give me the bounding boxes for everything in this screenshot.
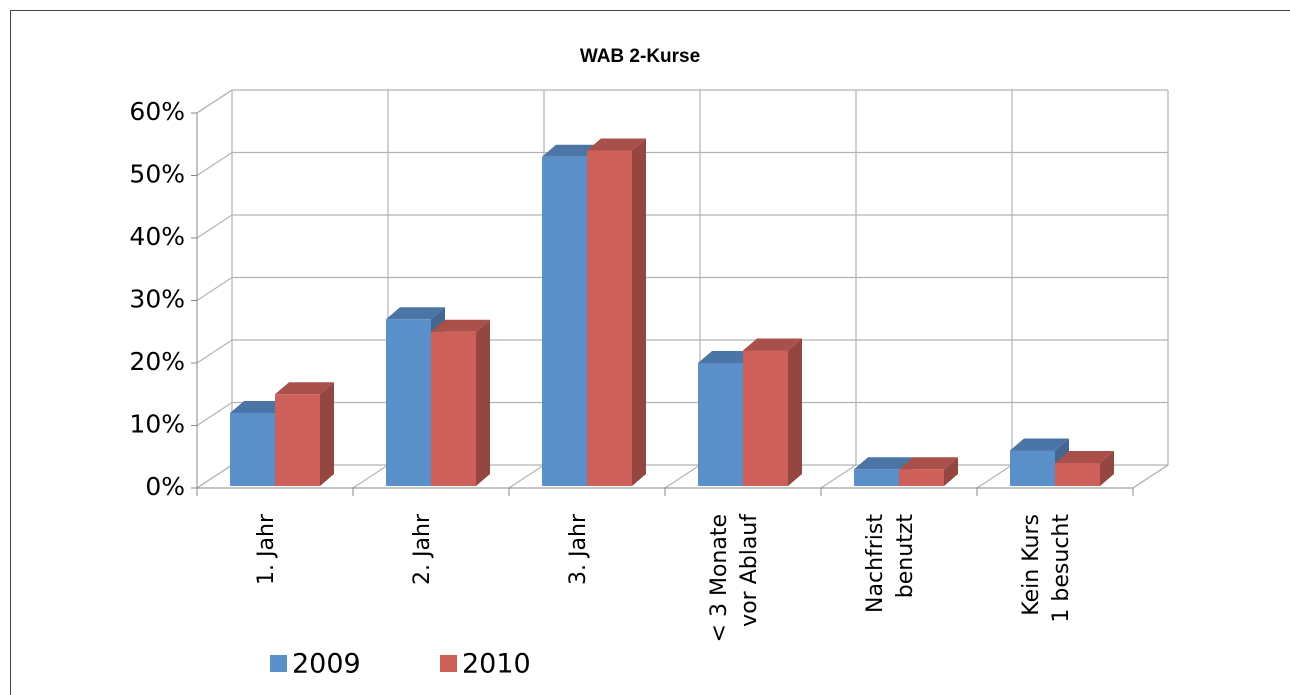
bar-front <box>854 469 899 486</box>
floor-line <box>508 464 545 489</box>
bar-side <box>1100 451 1114 486</box>
y-tick-label: 20% <box>129 347 185 376</box>
bar-top <box>542 144 601 157</box>
bar-front <box>431 331 476 486</box>
chart-frame <box>10 10 1290 695</box>
bar-front <box>587 150 632 486</box>
bar-side <box>632 138 646 486</box>
bar <box>431 319 490 486</box>
bar-front <box>743 350 788 486</box>
bar-side <box>944 457 958 486</box>
bar-front <box>1010 450 1055 486</box>
bar-top <box>587 138 646 151</box>
bar-front <box>542 156 587 486</box>
floor-front-edge <box>1132 464 1169 489</box>
bar-top <box>1055 451 1114 463</box>
bar-front <box>386 319 431 486</box>
bar <box>1055 451 1114 486</box>
bar-front <box>698 363 743 486</box>
legend-swatch <box>440 655 457 672</box>
x-tick-label: 1. Jahr <box>254 514 279 585</box>
bar <box>275 382 334 486</box>
floor-line <box>820 464 857 489</box>
floor-line <box>664 464 701 489</box>
x-tick-label: 2. Jahr <box>410 514 435 585</box>
bar-top <box>431 319 490 332</box>
x-tick-label: Nachfrist benutzt <box>863 514 918 613</box>
bar-top <box>698 351 757 363</box>
bar-top <box>275 382 334 395</box>
y-tick-label: 50% <box>129 160 185 189</box>
y-tick-label: 10% <box>129 410 185 439</box>
x-tick-label: 3. Jahr <box>566 514 591 585</box>
y-tick-label: 30% <box>129 285 185 314</box>
side-grid-line <box>196 339 233 364</box>
bar-front <box>1055 463 1100 486</box>
bar-top <box>230 401 289 413</box>
floor-line <box>976 464 1013 489</box>
bar <box>743 338 802 486</box>
bar-top <box>899 457 958 470</box>
x-tick-label: Kein Kurs 1 besucht <box>1019 514 1074 623</box>
bar-side <box>476 319 490 486</box>
side-grid-line <box>196 276 233 302</box>
bar-side <box>320 382 334 486</box>
y-tick-label: 60% <box>129 97 185 126</box>
x-tick-label: < 3 Monate vor Ablauf <box>707 514 762 643</box>
bar-top <box>854 457 913 470</box>
legend-swatch <box>270 655 287 672</box>
side-grid-line <box>196 151 233 177</box>
bar-top <box>1010 438 1069 451</box>
y-tick-label: 40% <box>129 222 185 251</box>
bar <box>899 457 958 486</box>
floor-line <box>196 464 233 489</box>
bar-side <box>788 338 802 486</box>
bar-front <box>275 394 320 486</box>
bar-front <box>899 469 944 486</box>
legend-label: 2010 <box>462 649 531 680</box>
floor-line <box>352 464 389 489</box>
left-wall-edge <box>196 89 233 114</box>
bar-top <box>743 338 802 351</box>
side-grid-line <box>196 401 233 427</box>
side-grid-line <box>196 214 233 239</box>
bar-top <box>386 307 445 320</box>
y-tick-label: 0% <box>145 472 185 501</box>
chart-title: WAB 2-Kurse <box>580 46 700 67</box>
bar <box>587 138 646 486</box>
bar-front <box>230 413 275 486</box>
legend-label: 2009 <box>292 649 361 680</box>
